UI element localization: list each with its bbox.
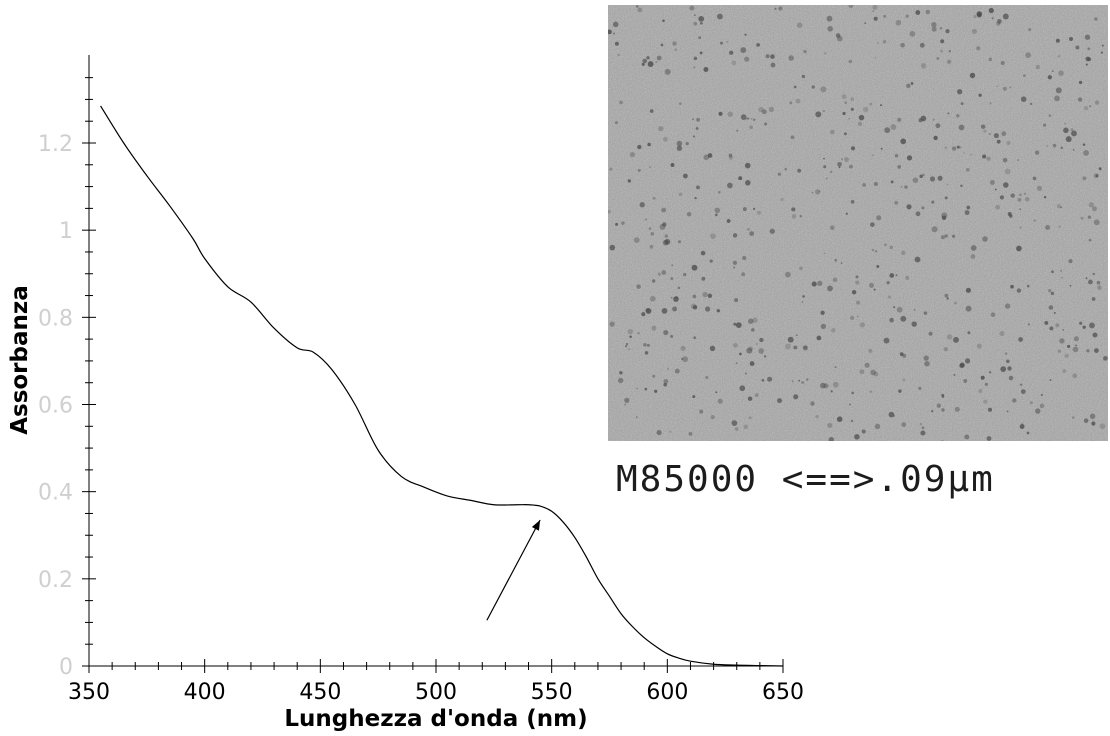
tem-micrograph	[608, 5, 1108, 441]
arrow-head	[531, 519, 541, 531]
peak-arrow	[486, 519, 541, 621]
arrow-shaft	[486, 519, 541, 621]
y-tick-label: 0.8	[38, 306, 73, 331]
x-axis-title: Lunghezza d'onda (nm)	[284, 706, 587, 732]
y-tick-label: 1.2	[38, 132, 73, 157]
x-tick-label: 550	[531, 680, 573, 705]
y-tick-label: 1	[59, 219, 73, 244]
x-tick-label: 600	[646, 680, 688, 705]
y-axis-title: Assorbanza	[7, 285, 33, 435]
x-tick-label: 450	[299, 680, 341, 705]
y-axis-ticks: 0 0.2 0.4 0.6 0.8 1 1.2	[38, 77, 96, 680]
x-tick-label: 500	[415, 680, 457, 705]
x-tick-label: 400	[184, 680, 226, 705]
y-tick-label: 0.2	[38, 568, 73, 593]
y-tick-label: 0.6	[38, 394, 73, 419]
y-tick-label: 0.4	[38, 481, 73, 506]
x-tick-label: 650	[762, 680, 804, 705]
y-tick-label: 0	[59, 655, 73, 680]
tem-scale-caption: M85000 <==>.09μm	[616, 459, 995, 500]
x-tick-label: 350	[68, 680, 110, 705]
absorbance-line	[100, 105, 784, 667]
x-axis-ticks: 350 400 450 500 550 600 650	[68, 659, 804, 705]
